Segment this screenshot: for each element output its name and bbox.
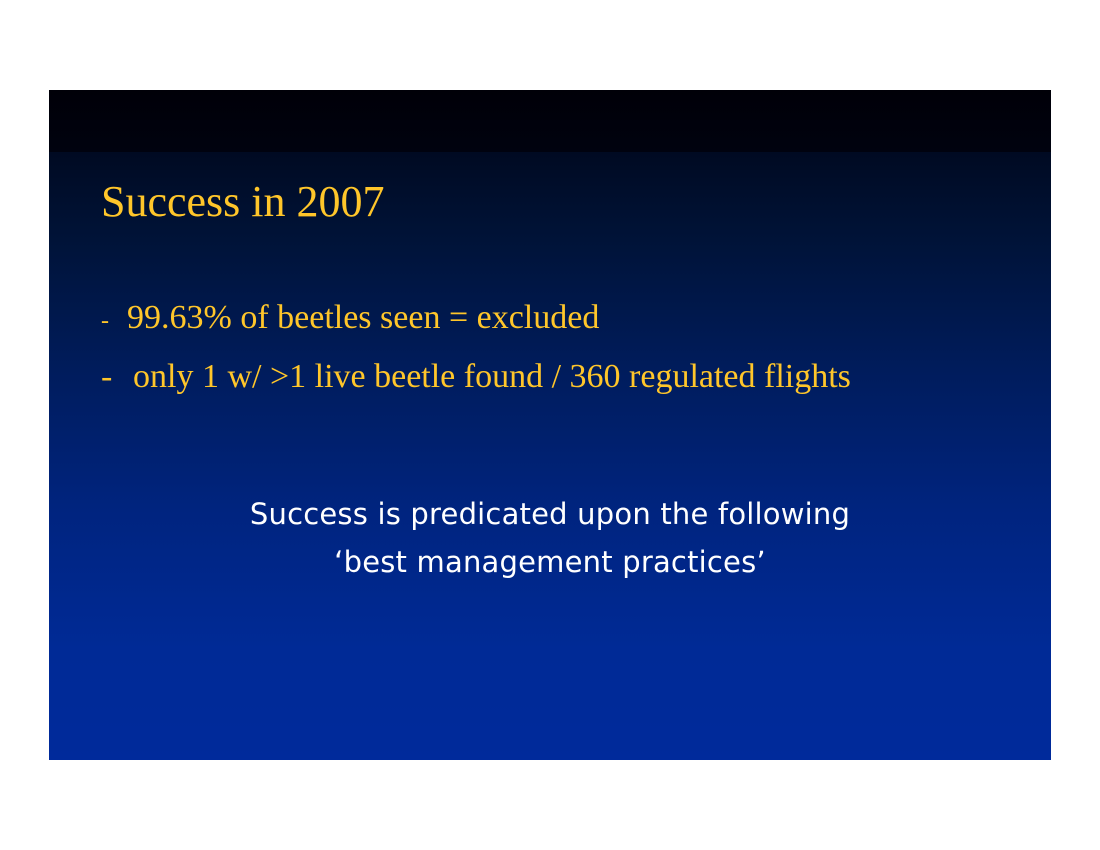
slide: Success in 2007 - 99.63% of beetles seen… [49,90,1051,760]
bullet-list: - 99.63% of beetles seen = excluded - on… [101,290,851,405]
callout-text: Success is predicated upon the following… [49,490,1051,586]
bullet-marker: - [101,358,113,395]
bullet-item: - only 1 w/ >1 live beetle found / 360 r… [101,349,851,405]
callout-line: ‘best management practices’ [334,545,766,579]
bullet-text: 99.63% of beetles seen = excluded [127,299,600,336]
bullet-text: only 1 w/ >1 live beetle found / 360 reg… [133,358,851,395]
bullet-item: - 99.63% of beetles seen = excluded [101,290,851,349]
slide-title: Success in 2007 [101,177,385,226]
bullet-marker: - [101,308,109,334]
callout-line: Success is predicated upon the following [249,497,851,531]
